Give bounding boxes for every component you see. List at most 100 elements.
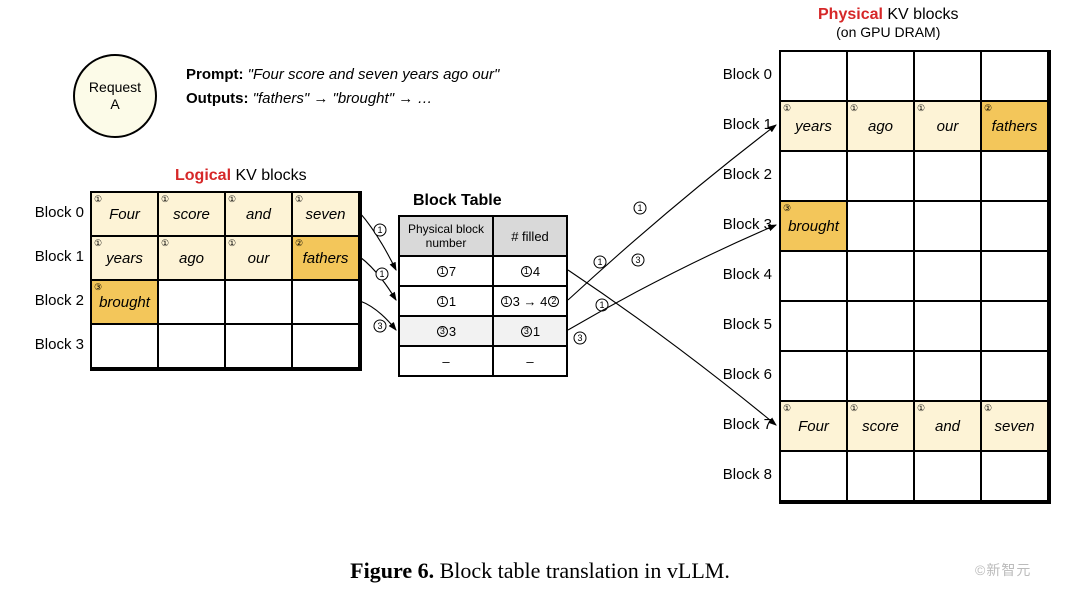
table-row: ③brought — [92, 281, 360, 325]
table-row: ③brought — [781, 202, 1049, 252]
table-row — [92, 325, 360, 369]
svg-text:1: 1 — [637, 203, 642, 213]
bt-cell: – — [493, 346, 567, 376]
kv-cell — [226, 281, 293, 325]
kv-cell: ①seven — [982, 402, 1049, 452]
token-text: our — [248, 250, 270, 267]
kv-cell — [781, 452, 848, 502]
step-badge: ① — [161, 194, 169, 205]
token-text: brought — [99, 294, 150, 311]
bt-cell: 14 — [493, 256, 567, 286]
kv-cell — [781, 302, 848, 352]
step-badge: ③ — [783, 203, 791, 214]
kv-cell — [92, 325, 159, 369]
kv-cell: ①our — [226, 237, 293, 281]
step-badge: ① — [228, 194, 236, 205]
svg-text:1: 1 — [377, 225, 382, 235]
bt-header: # filled — [493, 216, 567, 256]
kv-cell — [982, 352, 1049, 402]
kv-cell — [915, 452, 982, 502]
step-badge: ① — [850, 403, 858, 414]
token-text: our — [937, 118, 959, 135]
table-row — [781, 452, 1049, 502]
kv-cell: ①years — [92, 237, 159, 281]
block-table-title: Block Table — [413, 192, 502, 210]
kv-cell — [915, 152, 982, 202]
svg-text:3: 3 — [577, 333, 582, 343]
logical-grid: ①Four①score①and①seven①years①ago①our②fath… — [90, 191, 362, 371]
physical-row-label: Block 4 — [700, 266, 772, 283]
kv-cell — [848, 252, 915, 302]
physical-row-label: Block 1 — [700, 116, 772, 133]
kv-cell — [848, 302, 915, 352]
table-row — [781, 252, 1049, 302]
physical-row-label: Block 0 — [700, 66, 772, 83]
bt-cell: 31 — [493, 316, 567, 346]
prompt-line: Prompt: "Four score and seven years ago … — [186, 63, 499, 87]
token-text: seven — [994, 418, 1034, 435]
kv-cell: ①and — [226, 193, 293, 237]
table-row: Physical blocknumber# filled — [399, 216, 567, 256]
physical-row-label: Block 5 — [700, 316, 772, 333]
physical-subcap: (on GPU DRAM) — [818, 24, 959, 40]
kv-cell — [982, 52, 1049, 102]
step-badge: ① — [94, 194, 102, 205]
kv-cell: ③brought — [781, 202, 848, 252]
kv-cell — [293, 325, 360, 369]
token-text: and — [935, 418, 960, 435]
kv-cell — [848, 352, 915, 402]
logical-title: Logical KV blocks — [175, 167, 307, 185]
physical-row-label: Block 2 — [700, 166, 772, 183]
block-table: Physical blocknumber# filled17141113 → 4… — [398, 215, 568, 377]
token-text: years — [795, 118, 832, 135]
bt-cell: 11 — [399, 286, 493, 316]
logical-row-label: Block 1 — [8, 248, 84, 265]
token-text: fathers — [303, 250, 349, 267]
token-text: seven — [305, 206, 345, 223]
kv-cell: ① our — [915, 102, 982, 152]
kv-cell: ②fathers — [293, 237, 360, 281]
kv-cell — [848, 202, 915, 252]
kv-cell — [982, 302, 1049, 352]
kv-cell — [781, 252, 848, 302]
step-badge: ① — [917, 403, 925, 414]
kv-cell — [781, 152, 848, 202]
logical-row-label: Block 0 — [8, 204, 84, 221]
physical-row-label: Block 3 — [700, 216, 772, 233]
kv-cell — [915, 302, 982, 352]
request-circle: RequestA — [73, 54, 157, 138]
step-badge: ① — [295, 194, 303, 205]
table-row: ①years①ago①our②fathers — [781, 102, 1049, 152]
logical-row-label: Block 3 — [8, 336, 84, 353]
table-row: ①Four①score①and①seven — [92, 193, 360, 237]
kv-cell — [982, 252, 1049, 302]
kv-cell — [982, 202, 1049, 252]
physical-row-label: Block 8 — [700, 466, 772, 483]
bt-cell: 17 — [399, 256, 493, 286]
table-row: 3331 — [399, 316, 567, 346]
kv-cell: ①Four — [781, 402, 848, 452]
kv-cell: ①ago — [159, 237, 226, 281]
table-row: ①Four①score①and①seven — [781, 402, 1049, 452]
table-row — [781, 302, 1049, 352]
outputs-line: Outputs: "fathers" → "brought" → … — [186, 87, 499, 111]
kv-cell — [848, 52, 915, 102]
table-row: 1714 — [399, 256, 567, 286]
kv-cell — [159, 281, 226, 325]
step-badge: ③ — [94, 282, 102, 293]
watermark: ©新智元 — [975, 560, 1031, 580]
kv-cell — [781, 352, 848, 402]
svg-text:1: 1 — [599, 300, 604, 310]
physical-grid: ①years①ago①our②fathers③brought①Four①scor… — [779, 50, 1051, 504]
table-row — [781, 52, 1049, 102]
kv-cell: ②fathers — [982, 102, 1049, 152]
table-row: ①years①ago①our②fathers — [92, 237, 360, 281]
figure-caption: Figure 6. Block table translation in vLL… — [0, 558, 1080, 584]
svg-text:3: 3 — [377, 321, 382, 331]
step-badge: ① — [917, 103, 925, 114]
token-text: Four — [798, 418, 829, 435]
kv-cell: ① and — [915, 402, 982, 452]
svg-text:1: 1 — [597, 257, 602, 267]
kv-cell: ③brought — [92, 281, 159, 325]
logical-row-label: Block 2 — [8, 292, 84, 309]
